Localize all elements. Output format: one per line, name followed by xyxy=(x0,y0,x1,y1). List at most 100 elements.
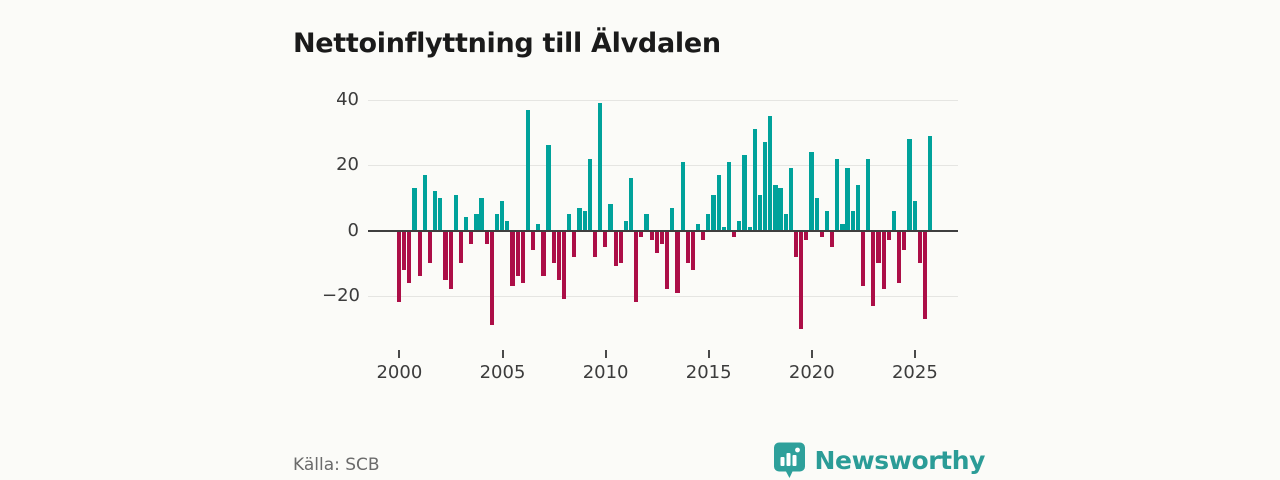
bar xyxy=(819,230,824,238)
y-axis-tick-label: 20 xyxy=(336,154,359,176)
bar xyxy=(701,230,706,241)
x-axis-tick-label: 2005 xyxy=(479,362,526,383)
bar xyxy=(556,230,561,280)
bar xyxy=(397,230,402,303)
x-axis-tick-label: 2025 xyxy=(891,362,938,383)
bar xyxy=(665,230,670,290)
bar xyxy=(881,230,886,290)
bar xyxy=(567,214,572,231)
bar xyxy=(876,230,881,264)
bar xyxy=(680,161,685,231)
bar xyxy=(448,230,453,290)
bar xyxy=(634,230,639,303)
x-axis-tick xyxy=(707,350,710,358)
bar xyxy=(799,230,804,329)
bar xyxy=(907,138,912,231)
bar xyxy=(484,230,489,244)
bar xyxy=(618,230,623,264)
bar xyxy=(515,230,520,277)
bar xyxy=(443,230,448,280)
bar xyxy=(628,178,634,231)
bar xyxy=(531,230,536,251)
bar xyxy=(860,230,866,287)
bar xyxy=(613,230,618,267)
bar xyxy=(412,187,417,231)
bar xyxy=(763,142,768,231)
bar xyxy=(422,174,427,231)
bar xyxy=(835,158,840,231)
bar xyxy=(438,197,443,231)
newsworthy-logo: Newsworthy xyxy=(773,442,985,479)
bar xyxy=(871,230,876,306)
bar xyxy=(830,230,835,247)
newsworthy-badge-bar-chart-icon xyxy=(773,442,805,478)
bar xyxy=(623,220,628,231)
bar xyxy=(716,174,721,231)
bar xyxy=(469,230,474,244)
bar xyxy=(778,187,783,231)
bar xyxy=(855,184,860,231)
bar xyxy=(814,197,819,231)
bar xyxy=(804,230,809,241)
bar xyxy=(649,230,654,241)
bar xyxy=(850,210,855,231)
x-axis-tick-label: 2010 xyxy=(582,362,629,383)
y-axis-tick-label: 40 xyxy=(336,88,359,110)
bar xyxy=(809,152,814,231)
bar xyxy=(577,207,582,231)
zero-axis-line xyxy=(368,229,958,232)
bar xyxy=(742,155,747,231)
bar xyxy=(675,230,680,293)
x-axis-tick-label: 2015 xyxy=(685,362,732,383)
bar xyxy=(453,194,458,231)
bar xyxy=(721,227,726,231)
bar xyxy=(505,220,510,231)
bar xyxy=(659,230,665,244)
bar xyxy=(407,230,412,283)
bar xyxy=(773,184,778,231)
bar xyxy=(417,230,422,277)
bar xyxy=(603,230,608,247)
bar xyxy=(592,230,598,257)
bar xyxy=(866,158,871,231)
bar xyxy=(525,109,531,231)
bar xyxy=(747,227,752,231)
x-axis-tick xyxy=(810,350,813,358)
bar xyxy=(500,201,505,231)
bar xyxy=(695,223,701,231)
bar xyxy=(489,230,494,326)
bar xyxy=(726,161,732,231)
bar xyxy=(793,230,799,257)
chart-title: Nettoinflyttning till Älvdalen xyxy=(293,28,721,60)
bar xyxy=(536,223,541,231)
x-axis-tick xyxy=(913,350,916,358)
bar xyxy=(587,158,592,231)
bar xyxy=(845,168,850,231)
bar xyxy=(546,145,551,231)
bar xyxy=(541,230,546,277)
bar xyxy=(474,214,479,231)
bar xyxy=(670,207,675,231)
bar xyxy=(561,230,567,300)
bar xyxy=(824,210,830,231)
bar xyxy=(644,214,649,231)
bar xyxy=(732,230,737,238)
bar xyxy=(494,214,500,231)
x-axis-tick-label: 2020 xyxy=(788,362,835,383)
y-axis-tick-label: 0 xyxy=(347,219,359,241)
bar xyxy=(427,230,433,264)
x-axis-tick xyxy=(398,350,401,358)
bar xyxy=(551,230,556,264)
bar xyxy=(891,210,897,231)
bar xyxy=(510,230,515,287)
bar xyxy=(458,230,464,264)
bar xyxy=(768,116,773,231)
bar xyxy=(582,210,587,231)
bar xyxy=(902,230,907,251)
bar xyxy=(464,217,469,231)
bar xyxy=(479,197,484,231)
bar xyxy=(608,204,613,231)
bar xyxy=(685,230,690,264)
bar xyxy=(706,214,711,231)
